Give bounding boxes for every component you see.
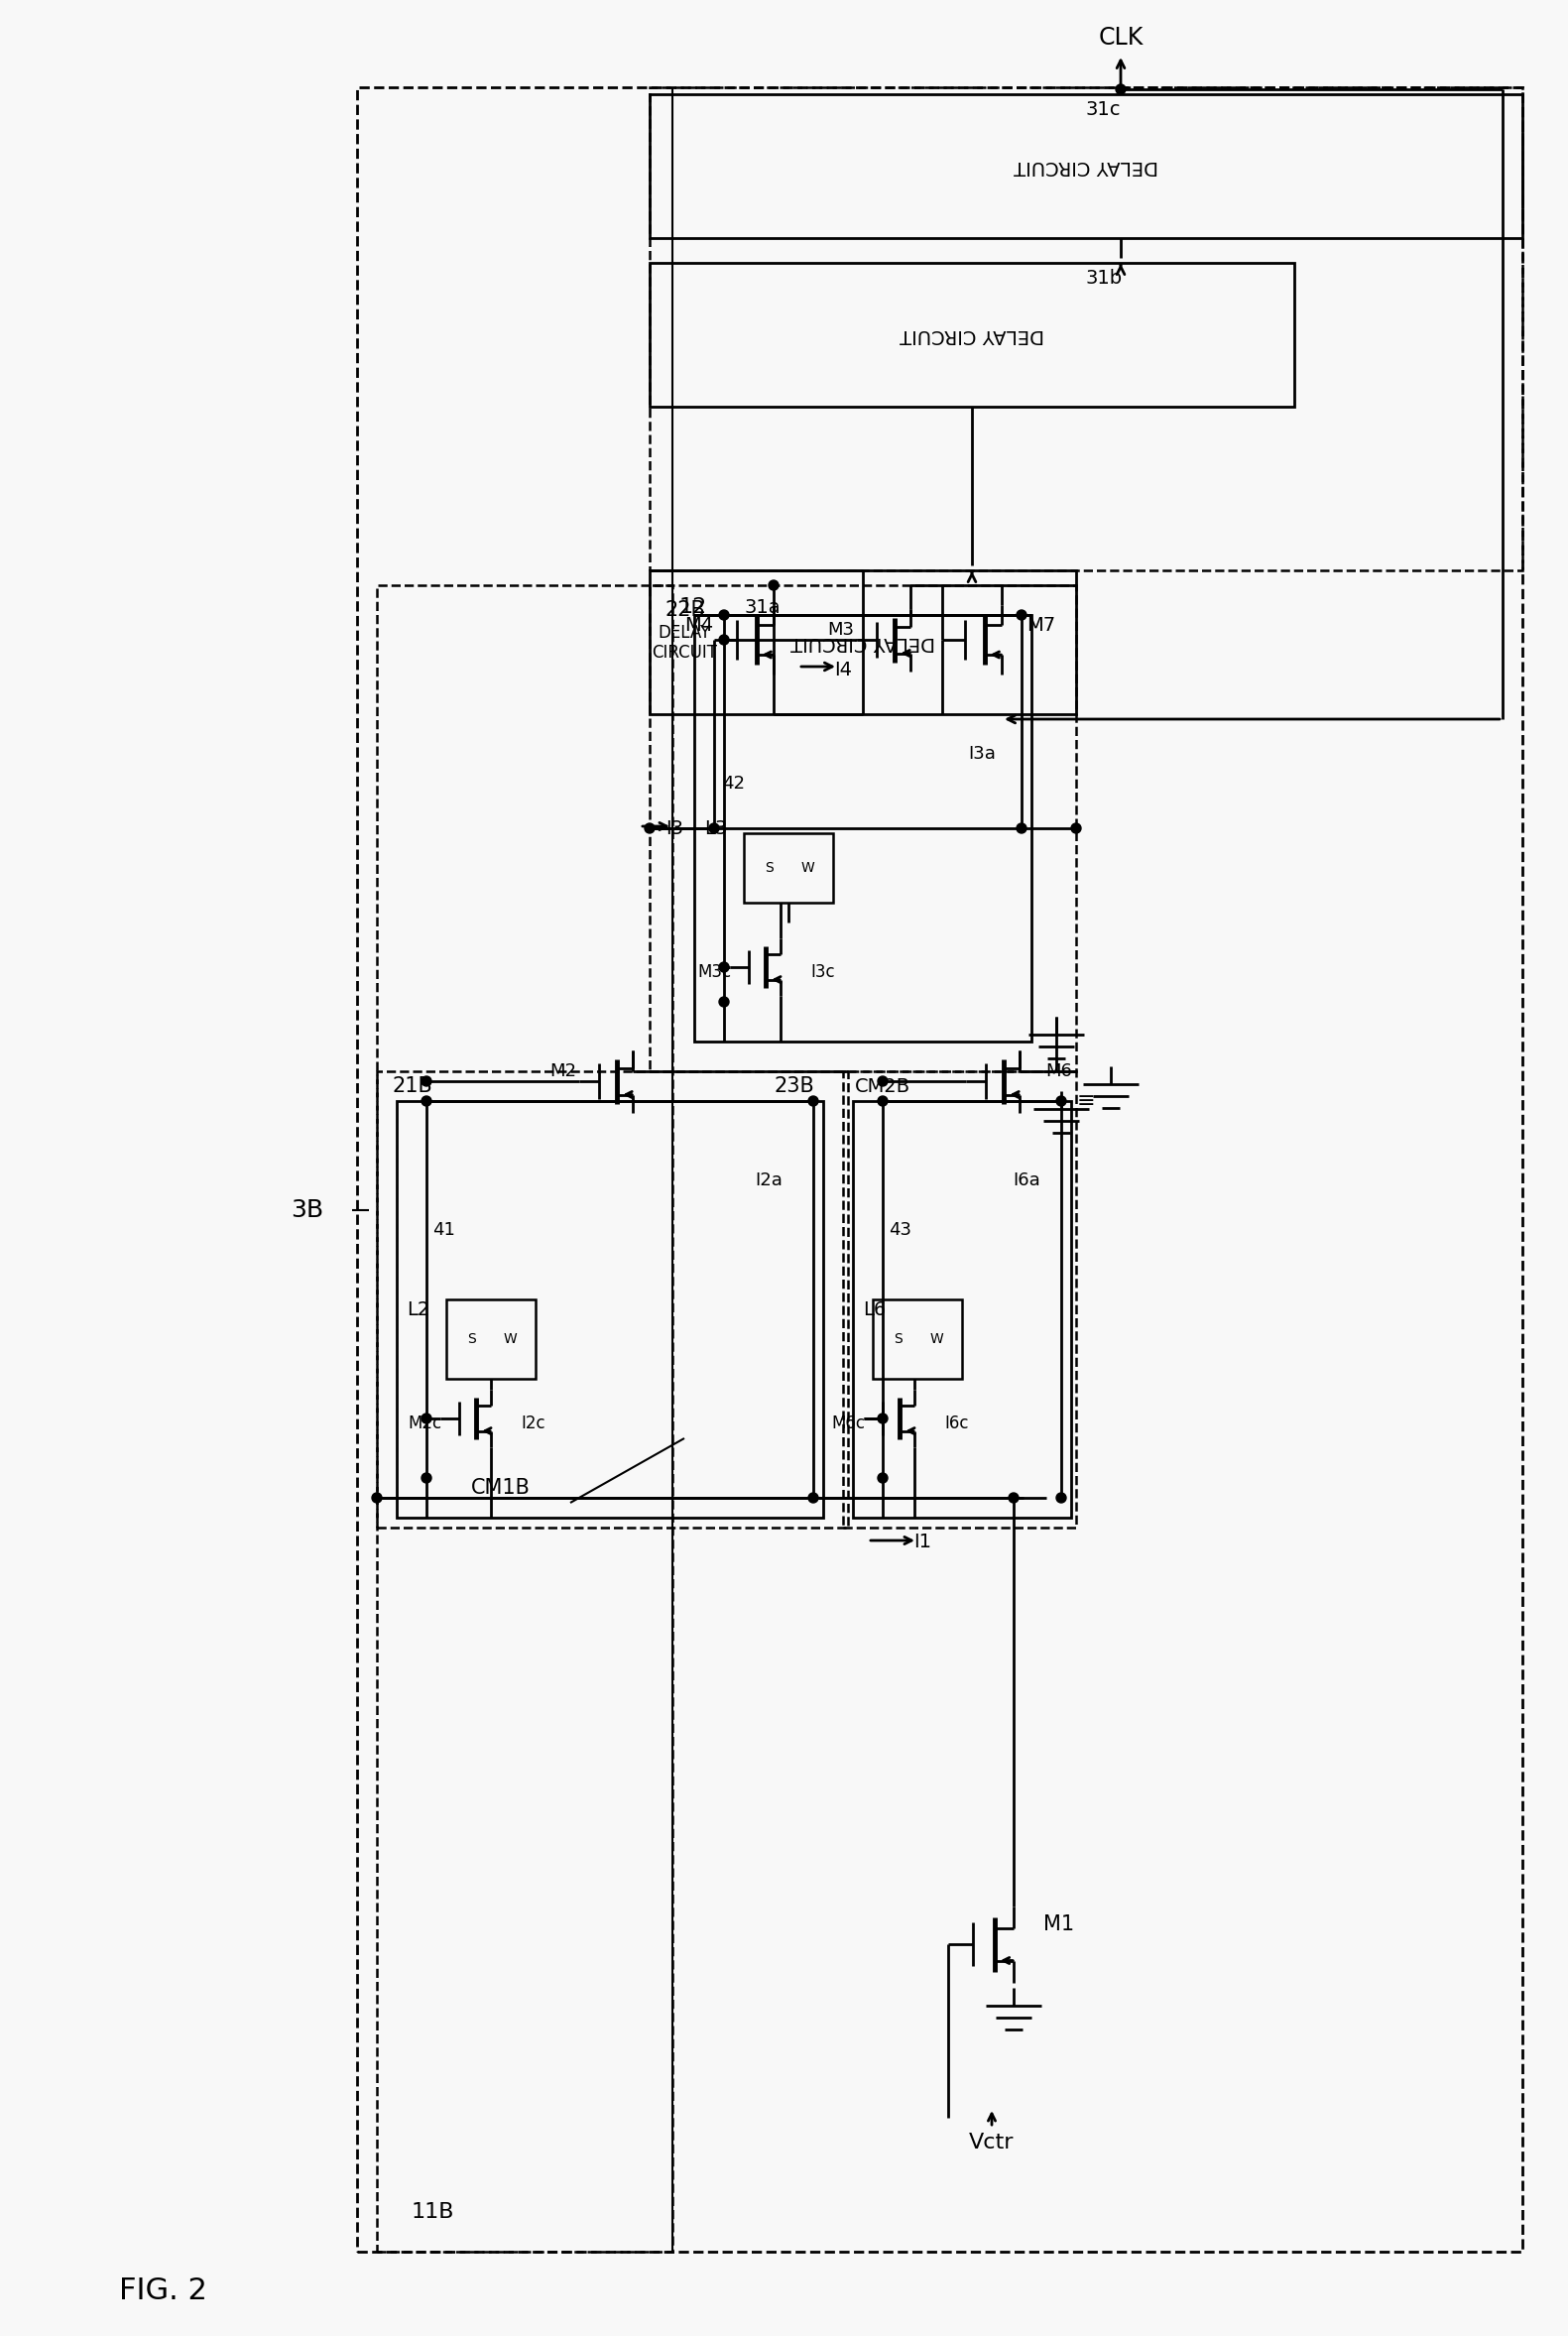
Text: I6a: I6a [1013, 1170, 1040, 1189]
Text: I3: I3 [665, 820, 684, 839]
Text: 12: 12 [679, 598, 707, 617]
Text: M7: M7 [1027, 614, 1055, 635]
Text: I3c: I3c [811, 962, 836, 981]
Text: I2c: I2c [522, 1416, 546, 1432]
Circle shape [644, 822, 654, 834]
Text: ≡: ≡ [1077, 1091, 1094, 1112]
Text: Vctr: Vctr [969, 2133, 1014, 2151]
Text: I2a: I2a [754, 1170, 782, 1189]
Text: M2: M2 [550, 1063, 577, 1079]
Bar [743, 834, 833, 902]
Text: W: W [801, 862, 815, 876]
Text: L2: L2 [408, 1299, 430, 1320]
Circle shape [878, 1474, 887, 1483]
Bar [358, 86, 1523, 2252]
Circle shape [1057, 1493, 1066, 1502]
Text: 31c: 31c [1087, 100, 1121, 119]
Bar [649, 86, 1523, 570]
Circle shape [1057, 1096, 1066, 1105]
Circle shape [768, 579, 779, 591]
Text: 22B: 22B [665, 600, 706, 619]
Circle shape [878, 1096, 887, 1105]
Circle shape [422, 1413, 431, 1423]
Bar [376, 586, 673, 2252]
Text: CM2B: CM2B [855, 1077, 911, 1096]
Circle shape [878, 1077, 887, 1086]
Text: I6c: I6c [946, 1416, 969, 1432]
Bar [649, 570, 1076, 715]
Text: 21B: 21B [392, 1077, 433, 1096]
Bar [447, 1299, 536, 1378]
Text: M1: M1 [1044, 1916, 1074, 1934]
Circle shape [1071, 822, 1080, 834]
Text: M2c: M2c [408, 1416, 442, 1432]
Circle shape [372, 1493, 383, 1502]
Text: CLK: CLK [1098, 26, 1143, 49]
Circle shape [1116, 84, 1126, 93]
Bar [376, 1072, 848, 1528]
Text: S: S [765, 862, 773, 876]
Text: L3: L3 [704, 820, 728, 839]
Text: I4: I4 [834, 661, 851, 680]
Text: S: S [894, 1332, 902, 1346]
Circle shape [878, 1413, 887, 1423]
Bar [649, 586, 1076, 1072]
Text: M6c: M6c [831, 1416, 866, 1432]
Text: DELAY CIRCUIT: DELAY CIRCUIT [1013, 157, 1159, 175]
Text: 31b: 31b [1087, 269, 1123, 287]
Circle shape [720, 997, 729, 1007]
Circle shape [720, 610, 729, 619]
Circle shape [1008, 1493, 1019, 1502]
Text: W: W [930, 1332, 944, 1346]
Text: I1: I1 [914, 1532, 931, 1551]
Text: L6: L6 [864, 1299, 886, 1320]
Text: M6: M6 [1046, 1063, 1073, 1079]
Text: 41: 41 [431, 1222, 455, 1238]
Text: CM1B: CM1B [470, 1479, 530, 1497]
Text: W: W [503, 1332, 517, 1346]
Text: 3B: 3B [292, 1198, 325, 1222]
Text: M3: M3 [828, 621, 855, 638]
Text: 43: 43 [889, 1222, 913, 1238]
Circle shape [422, 1474, 431, 1483]
Text: 23B: 23B [773, 1077, 814, 1096]
Circle shape [422, 1096, 431, 1105]
Text: 31a: 31a [743, 598, 781, 617]
Text: 11B: 11B [411, 2203, 455, 2222]
Text: DELAY CIRCUIT: DELAY CIRCUIT [900, 325, 1044, 343]
Circle shape [808, 1493, 818, 1502]
Circle shape [1016, 822, 1027, 834]
Circle shape [422, 1077, 431, 1086]
Bar [844, 1072, 1076, 1528]
Bar [873, 1299, 963, 1378]
Circle shape [720, 962, 729, 972]
Text: DELAY CIRCUIT: DELAY CIRCUIT [790, 633, 935, 652]
Text: M3c: M3c [698, 962, 731, 981]
Text: S: S [467, 1332, 475, 1346]
Circle shape [709, 822, 720, 834]
Circle shape [808, 1096, 818, 1105]
Text: FIG. 2: FIG. 2 [119, 2278, 207, 2306]
Text: DELAY
CIRCUIT: DELAY CIRCUIT [652, 624, 717, 661]
Bar [853, 1100, 1071, 1518]
Text: I3a: I3a [967, 745, 996, 764]
Text: 42: 42 [723, 776, 745, 792]
Bar [397, 1100, 823, 1518]
Text: M4: M4 [685, 614, 713, 635]
Circle shape [720, 635, 729, 645]
Circle shape [1016, 610, 1027, 619]
Bar [695, 614, 1032, 1042]
Bar [649, 93, 1523, 238]
Bar [649, 264, 1294, 406]
